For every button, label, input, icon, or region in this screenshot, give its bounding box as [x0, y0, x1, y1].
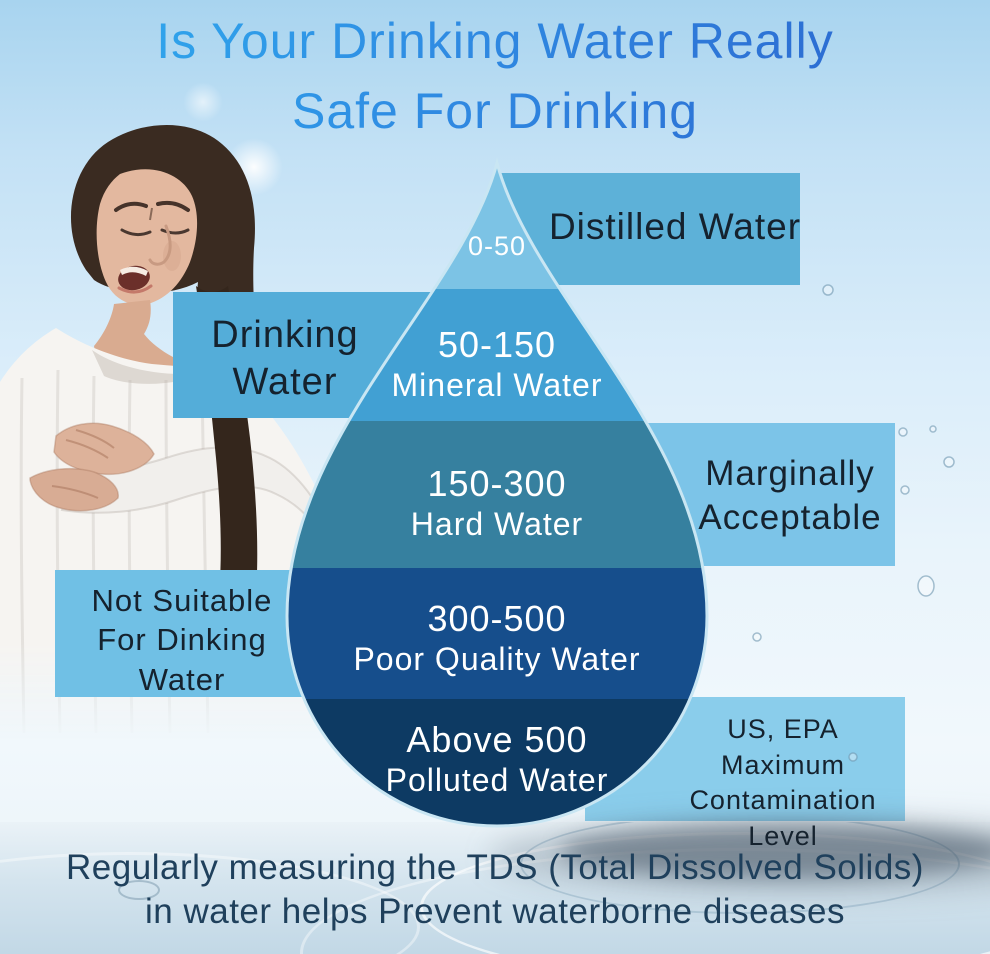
- segment-label-0-50: 0-50: [330, 233, 664, 260]
- water-type: Polluted Water: [385, 762, 609, 798]
- tds-range: 150-300: [427, 463, 567, 504]
- segment-label-50-150: 50-150 Mineral Water: [330, 327, 664, 404]
- drop-outline: [285, 157, 709, 828]
- water-type: Hard Water: [410, 506, 584, 542]
- segment-300-500: [287, 568, 707, 699]
- page-title: Is Your Drinking Water Really Safe For D…: [0, 6, 990, 146]
- band-distilled: [497, 173, 800, 285]
- bokeh-light: [183, 82, 223, 122]
- label-not-suitable: Not Suitable For Dinking Water: [91, 583, 273, 697]
- tds-range: 0-50: [467, 231, 527, 261]
- label-marginally-acceptable: Marginally Acceptable: [698, 454, 882, 538]
- segment-label-above-500: Above 500 Polluted Water: [330, 722, 664, 799]
- finger-lines: [51, 429, 115, 499]
- label-epa-limit: US, EPA Maximum Contamination Level: [689, 714, 877, 851]
- background-droplets: [752, 284, 955, 762]
- label-drinking-water: Drinking Water: [211, 314, 359, 404]
- label-distilled-water: Distilled Water: [548, 206, 802, 247]
- segment-label-150-300: 150-300 Hard Water: [330, 466, 664, 543]
- tds-range: Above 500: [406, 719, 588, 760]
- face-features: [114, 200, 190, 294]
- segment-label-300-500: 300-500 Poor Quality Water: [330, 601, 664, 678]
- tds-range: 50-150: [437, 324, 557, 365]
- segment-150-300: [287, 421, 707, 568]
- water-type: Mineral Water: [391, 367, 603, 403]
- tds-range: 300-500: [427, 598, 567, 639]
- drop-reflection-shadow: [560, 824, 990, 878]
- ripple-ring: [118, 880, 160, 900]
- water-type: Poor Quality Water: [353, 641, 641, 677]
- footer-message: Regularly measuring the TDS (Total Disso…: [66, 848, 924, 931]
- hand: [53, 422, 155, 476]
